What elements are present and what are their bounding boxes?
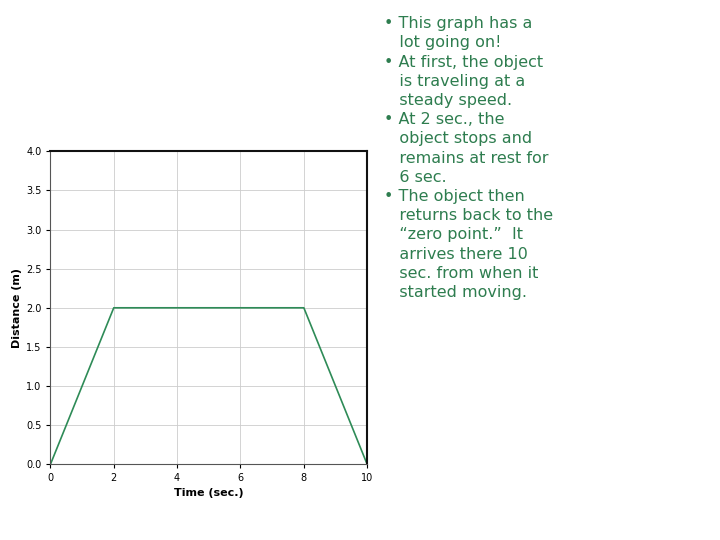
Text: • This graph has a
   lot going on!
• At first, the object
   is traveling at a
: • This graph has a lot going on! • At fi… — [384, 16, 554, 300]
Y-axis label: Distance (m): Distance (m) — [12, 268, 22, 348]
X-axis label: Time (sec.): Time (sec.) — [174, 488, 243, 497]
